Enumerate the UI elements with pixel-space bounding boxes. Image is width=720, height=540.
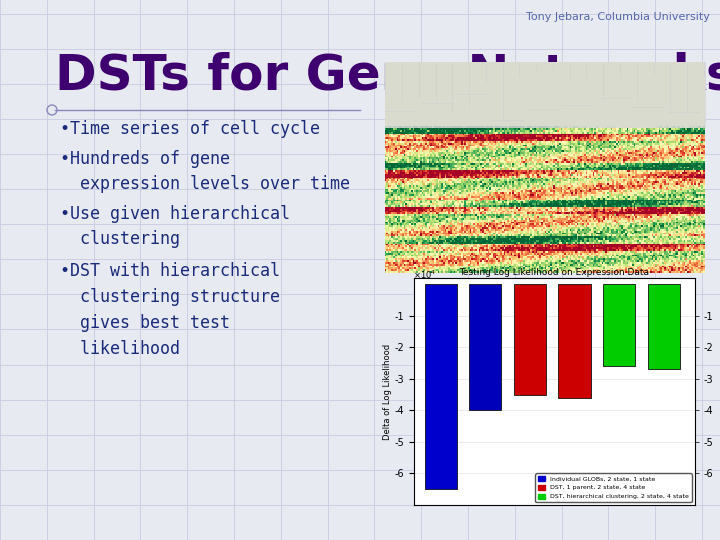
Bar <box>514 285 546 395</box>
Text: •Use given hierarchical: •Use given hierarchical <box>60 205 290 223</box>
Text: likelihood: likelihood <box>60 340 180 358</box>
Bar <box>603 285 635 366</box>
Text: •Time series of cell cycle: •Time series of cell cycle <box>60 120 320 138</box>
Bar <box>559 285 590 398</box>
Title: Testing Log Likelihood on Expression Data: Testing Log Likelihood on Expression Dat… <box>459 268 649 278</box>
Y-axis label: Delta of Log Likelihood: Delta of Log Likelihood <box>383 343 392 440</box>
Bar <box>425 285 456 489</box>
Bar <box>647 285 680 369</box>
Bar <box>469 285 501 410</box>
Text: clustering: clustering <box>60 230 180 248</box>
Text: expression levels over time: expression levels over time <box>60 175 350 193</box>
Legend: Individual GLOBs, 2 state, 1 state, DST, 1 parent, 2 state, 4 state, DST, hierar: Individual GLOBs, 2 state, 1 state, DST,… <box>535 473 692 502</box>
Text: •Hundreds of gene: •Hundreds of gene <box>60 150 230 168</box>
Text: gives best test: gives best test <box>60 314 230 332</box>
Text: clustering structure: clustering structure <box>60 288 280 306</box>
Text: •DST with hierarchical: •DST with hierarchical <box>60 262 280 280</box>
Text: $\times10^4$: $\times10^4$ <box>413 268 436 281</box>
Text: Tony Jebara, Columbia University: Tony Jebara, Columbia University <box>526 12 710 22</box>
Text: DSTs for Gene Networks: DSTs for Gene Networks <box>55 52 720 100</box>
